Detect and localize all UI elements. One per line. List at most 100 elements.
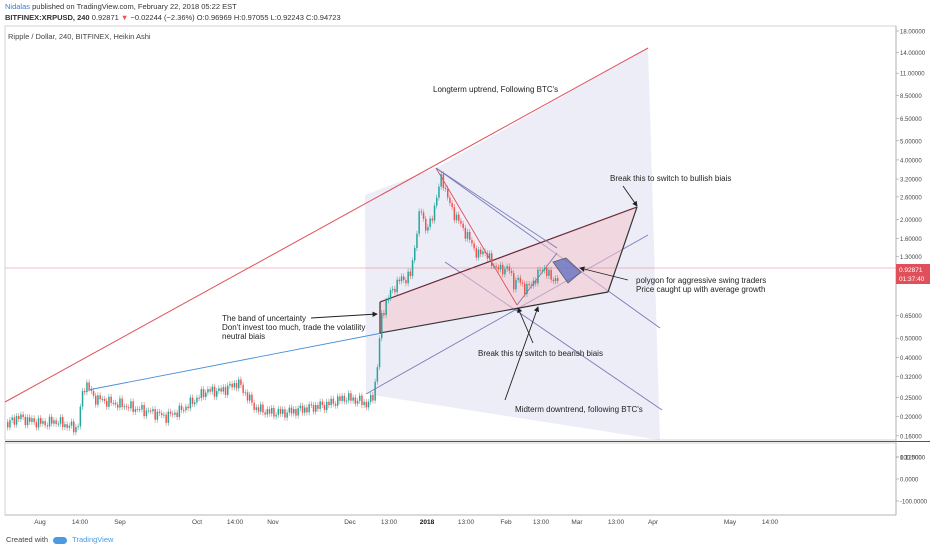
- candle-body: [90, 388, 93, 392]
- candle-body: [97, 395, 99, 405]
- candle-body: [449, 197, 451, 204]
- candle-body: [141, 404, 143, 410]
- candle-body: [433, 205, 436, 221]
- arrow-to-bullish-line: [622, 185, 638, 207]
- osc-tick-label: 100.0000: [900, 456, 926, 462]
- candle-body: [436, 197, 438, 206]
- y-tick-label: 1.30000: [900, 255, 922, 261]
- candle-body: [95, 395, 97, 405]
- candle-body: [158, 411, 161, 414]
- candle-body: [546, 267, 548, 276]
- candle-body: [257, 407, 260, 412]
- candle-body: [515, 279, 517, 290]
- candle-body: [354, 397, 357, 404]
- candle-body: [541, 270, 544, 272]
- candle-body: [387, 298, 390, 301]
- candle-body: [79, 406, 82, 427]
- candle-body: [7, 421, 9, 428]
- candle-body: [431, 218, 434, 221]
- candle-body: [222, 387, 225, 392]
- candle-body: [88, 382, 90, 389]
- candle-body: [209, 389, 211, 392]
- candle-body: [392, 288, 394, 291]
- candle-body: [92, 391, 95, 396]
- candle-body: [211, 386, 214, 392]
- annotation-band-2: Don't invest too much, trade the volatil…: [222, 323, 366, 332]
- candle-body: [64, 424, 66, 428]
- candle-body: [497, 267, 500, 270]
- candle-body: [477, 249, 480, 258]
- candle-body: [284, 409, 286, 418]
- tradingview-link[interactable]: TradingView: [72, 535, 114, 544]
- candle-body: [246, 392, 249, 401]
- candle-body: [548, 269, 550, 276]
- candle-body: [24, 417, 27, 426]
- footer: Created with TradingView: [6, 535, 113, 544]
- candle-body: [499, 264, 502, 270]
- candle-body: [187, 406, 189, 409]
- y-tick-label: 3.20000: [900, 178, 922, 184]
- y-tick-label: 0.20000: [900, 415, 922, 421]
- candle-body: [323, 404, 326, 411]
- candle-body: [282, 409, 284, 414]
- candle-body: [293, 409, 295, 414]
- candle-body: [81, 390, 84, 407]
- candle-body: [460, 220, 462, 224]
- main-pane-frame: [4, 25, 897, 441]
- candle-body: [114, 402, 117, 405]
- candle-body: [359, 395, 361, 401]
- candle-body: [86, 382, 88, 393]
- y-tick-label: 0.65000: [900, 314, 922, 320]
- candle-body: [238, 379, 240, 389]
- candle-body: [526, 283, 528, 295]
- candle-body: [521, 282, 524, 284]
- annotation-midterm: Midterm downtrend, following BTC's: [515, 405, 643, 414]
- candle-body: [422, 212, 425, 219]
- candle-body: [15, 416, 18, 425]
- y-tick-label: 2.00000: [900, 218, 922, 224]
- candle-body: [363, 401, 365, 406]
- candle-body: [119, 398, 121, 408]
- x-tick-label: 13:00: [608, 519, 625, 526]
- x-tick-label: Feb: [500, 519, 512, 526]
- candle-body: [552, 279, 555, 282]
- candle-body: [53, 420, 55, 424]
- candle-body: [495, 266, 497, 268]
- price-tag-box: [896, 264, 930, 284]
- x-tick-label: Dec: [344, 519, 356, 526]
- candle-body: [425, 218, 427, 231]
- candle-body: [416, 233, 418, 248]
- candle-body: [444, 187, 447, 189]
- candle-body: [310, 404, 313, 406]
- candle-body: [253, 402, 255, 410]
- candle-body: [453, 207, 456, 221]
- candle-body: [530, 284, 533, 286]
- candle-body: [271, 407, 273, 414]
- candle-body: [26, 417, 29, 426]
- candle-body: [251, 394, 253, 403]
- candle-body: [22, 414, 24, 418]
- x-tick-label: 13:00: [381, 519, 398, 526]
- symbol-label: BITFINEX:XRPUSD, 240: [5, 13, 90, 22]
- candle-body: [143, 404, 145, 417]
- candle-body: [185, 406, 187, 411]
- candle-body: [194, 402, 196, 405]
- publisher-line: Nidalas published on TradingView.com, Fe…: [5, 2, 237, 11]
- candle-body: [491, 253, 493, 267]
- candle-body: [315, 405, 317, 412]
- candle-body: [438, 186, 440, 198]
- candle-body: [110, 396, 112, 403]
- candle-body: [403, 276, 405, 281]
- candles-group: [7, 171, 559, 436]
- candle-body: [374, 381, 376, 401]
- candle-body: [55, 420, 57, 424]
- change-value: −0.02244 (−2.36%): [130, 13, 195, 22]
- peak-resistance-line: [435, 167, 558, 249]
- candle-body: [29, 417, 31, 422]
- y-tick-label: 1.60000: [900, 237, 922, 243]
- publisher-name[interactable]: Nidalas: [5, 2, 31, 11]
- candle-body: [537, 269, 539, 284]
- candle-body: [213, 386, 216, 397]
- osc-tick-label: 0.0000: [900, 478, 919, 484]
